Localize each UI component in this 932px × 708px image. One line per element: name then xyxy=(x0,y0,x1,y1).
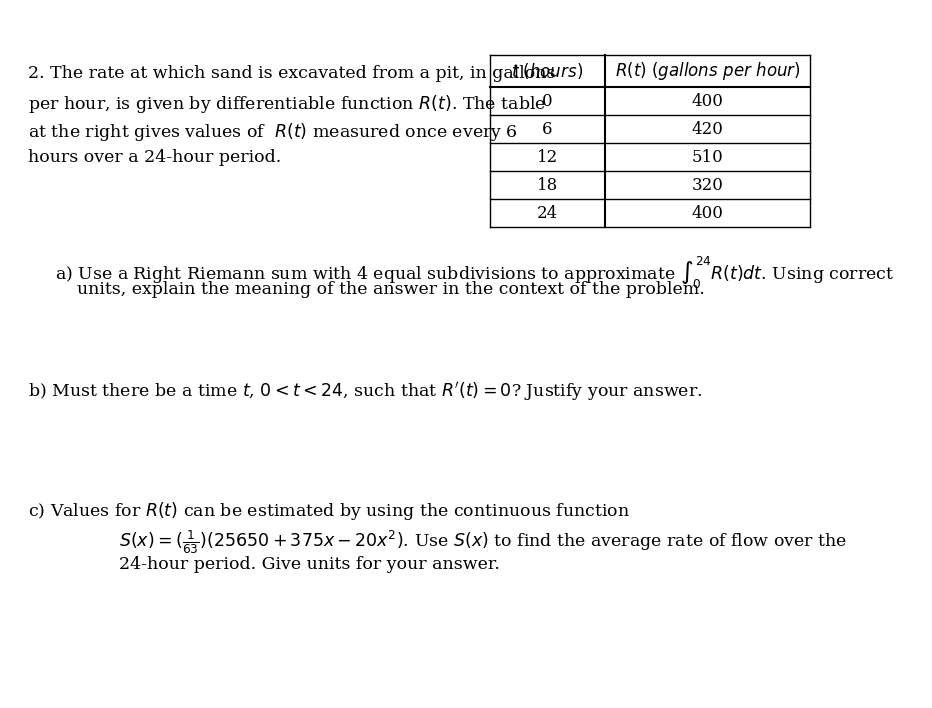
Text: a) Use a Right Riemann sum with 4 equal subdivisions to approximate $\int_0^{24}: a) Use a Right Riemann sum with 4 equal … xyxy=(55,255,895,291)
Text: 400: 400 xyxy=(692,205,723,222)
Text: units, explain the meaning of the answer in the context of the problem.: units, explain the meaning of the answer… xyxy=(55,281,705,298)
Text: 510: 510 xyxy=(692,149,723,166)
Text: 0: 0 xyxy=(542,93,553,110)
Text: 6: 6 xyxy=(542,120,553,137)
Text: hours over a 24-hour period.: hours over a 24-hour period. xyxy=(28,149,281,166)
Text: 12: 12 xyxy=(537,149,558,166)
Text: 2. The rate at which sand is excavated from a pit, in gallons: 2. The rate at which sand is excavated f… xyxy=(28,65,555,82)
Text: 24: 24 xyxy=(537,205,558,222)
Text: $S(x) = (\frac{1}{63})(25650 + 375x - 20x^2)$. Use $S(x)$ to find the average ra: $S(x) = (\frac{1}{63})(25650 + 375x - 20… xyxy=(75,528,847,556)
Text: b) Must there be a time $t$, $0 < t < 24$, such that $R'(t) = 0$? Justify your a: b) Must there be a time $t$, $0 < t < 24… xyxy=(28,380,703,403)
Text: 18: 18 xyxy=(537,176,558,193)
Text: 400: 400 xyxy=(692,93,723,110)
Text: 420: 420 xyxy=(692,120,723,137)
Text: per hour, is given by differentiable function $R(t)$. The table: per hour, is given by differentiable fun… xyxy=(28,93,546,115)
Text: $R(t)$ $\mathit{(gallons\ per\ hour)}$: $R(t)$ $\mathit{(gallons\ per\ hour)}$ xyxy=(614,60,801,82)
Text: $t$ $\mathit{(hours)}$: $t$ $\mathit{(hours)}$ xyxy=(512,61,583,81)
Text: 24-hour period. Give units for your answer.: 24-hour period. Give units for your answ… xyxy=(75,556,500,573)
Text: 320: 320 xyxy=(692,176,723,193)
Text: c) Values for $R(t)$ can be estimated by using the continuous function: c) Values for $R(t)$ can be estimated by… xyxy=(28,500,630,522)
Text: at the right gives values of  $R(t)$ measured once every 6: at the right gives values of $R(t)$ meas… xyxy=(28,121,518,143)
